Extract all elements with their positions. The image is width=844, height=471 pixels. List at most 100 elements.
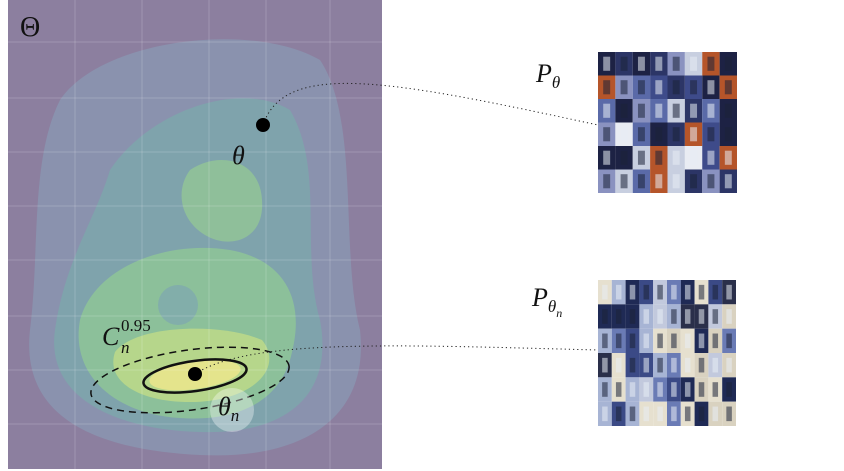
sample-glyph (672, 174, 680, 189)
sub: θ (548, 297, 556, 316)
label-halo (210, 388, 254, 432)
sub: θ (552, 73, 560, 92)
sample-glyph (724, 174, 732, 189)
sample-glyph (684, 284, 691, 300)
sample-glyph (602, 406, 608, 422)
sample-glyph (684, 382, 691, 397)
sample-glyph (655, 103, 663, 118)
sample-glyph (698, 357, 705, 373)
sample-glyph (603, 103, 611, 118)
sample-glyph (637, 150, 645, 165)
sample-glyph (637, 127, 645, 142)
sample-glyph (655, 56, 663, 71)
sample-glyph (655, 150, 663, 165)
sample-glyph (726, 284, 732, 300)
sample-glyph (620, 56, 628, 71)
samples-theta-n (598, 280, 736, 426)
theta-n-label: θn (218, 392, 239, 425)
sup: 0.95 (121, 316, 151, 335)
sample-glyph (712, 382, 719, 397)
sample-glyph (603, 150, 611, 165)
p-theta-n-label: Pθn (531, 283, 562, 320)
sample-glyph (615, 284, 622, 300)
base: P (531, 283, 548, 312)
sample-glyph (671, 382, 677, 397)
sample-glyph (602, 357, 608, 373)
sample-glyph (698, 406, 705, 422)
sample-glyph (602, 333, 608, 349)
theta-label: θ (232, 141, 245, 170)
contour-hole (158, 285, 198, 325)
sample-glyph (620, 174, 628, 189)
link-theta (262, 82, 599, 126)
sample-glyph (603, 127, 611, 142)
sample-glyph (602, 382, 608, 397)
sample-glyph (690, 150, 698, 165)
sample-glyph (724, 127, 732, 142)
sample-glyph (684, 406, 691, 422)
base: θ (218, 392, 231, 421)
sample-glyph (707, 127, 715, 142)
sample-glyph (707, 56, 715, 71)
sample-glyph (657, 333, 663, 349)
sample-glyph (637, 174, 645, 189)
sample-glyph (698, 333, 705, 349)
sample-glyph (603, 56, 611, 71)
sample-glyph (637, 103, 645, 118)
sample-glyph (657, 406, 663, 422)
sample-glyph (671, 357, 677, 373)
space-label: Θ (20, 12, 40, 43)
sample-glyph (629, 357, 636, 373)
sample-glyph (603, 80, 611, 95)
sample-glyph (603, 174, 611, 189)
sample-glyph (615, 382, 622, 397)
sample-glyph (657, 357, 663, 373)
sample-glyph (724, 56, 732, 71)
sample-glyph (724, 80, 732, 95)
inner-region (142, 358, 248, 394)
sample-glyph (707, 80, 715, 95)
sample-glyph (643, 382, 650, 397)
sample-glyph (672, 56, 680, 71)
sample-glyph (690, 80, 698, 95)
sample-glyph (726, 357, 732, 373)
sample-glyph (712, 309, 719, 324)
point-theta-n (188, 367, 202, 381)
sample-glyph (707, 150, 715, 165)
contour-patch (181, 160, 263, 242)
sample-glyph (726, 382, 732, 397)
sample-glyph (672, 103, 680, 118)
sample-glyph (629, 382, 636, 397)
sample-glyph (620, 150, 628, 165)
sub: n (121, 338, 130, 357)
sample-glyph (684, 357, 691, 373)
sample-glyph (620, 103, 628, 118)
sample-glyph (637, 80, 645, 95)
sample-glyph (712, 333, 719, 349)
sample-glyph (684, 309, 691, 324)
base: P (535, 59, 552, 88)
sample-glyph (643, 357, 650, 373)
sample-glyph (620, 127, 628, 142)
sample-glyph (602, 309, 608, 324)
sample-glyph (672, 150, 680, 165)
sample-glyph (629, 309, 636, 324)
p-theta-label: Pθ (535, 59, 560, 92)
sample-glyph (726, 309, 732, 324)
sample-glyph (657, 284, 663, 300)
sample-glyph (726, 406, 732, 422)
samples-theta (598, 52, 737, 193)
confidence-region (90, 346, 290, 414)
sample-glyph (672, 80, 680, 95)
sample-glyph (726, 333, 732, 349)
sample-glyph (698, 309, 705, 324)
sample-glyph (690, 127, 698, 142)
confidence-label: Cn 0.95 (102, 316, 151, 357)
sample-glyph (615, 309, 622, 324)
sample-glyph (671, 406, 677, 422)
sample-glyph (690, 174, 698, 189)
sample-glyph (629, 284, 636, 300)
sample-glyph (657, 382, 663, 397)
